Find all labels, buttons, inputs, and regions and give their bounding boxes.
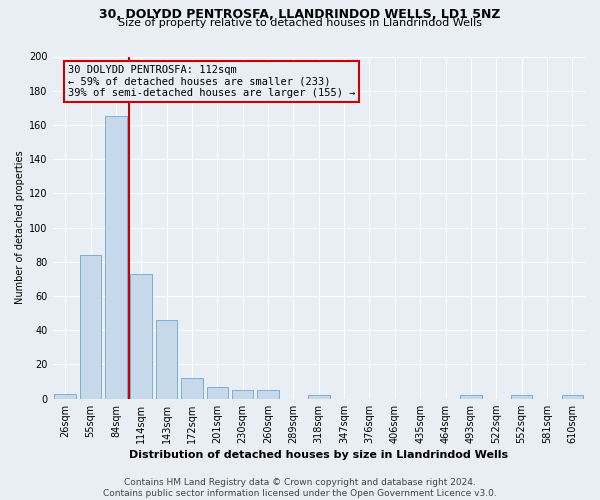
X-axis label: Distribution of detached houses by size in Llandrindod Wells: Distribution of detached houses by size … (129, 450, 508, 460)
Bar (460, 396, 482, 398)
Y-axis label: Number of detached properties: Number of detached properties (15, 151, 25, 304)
Bar (562, 396, 583, 398)
Bar (80, 255, 101, 398)
Bar (511, 396, 532, 398)
Text: Contains HM Land Registry data © Crown copyright and database right 2024.
Contai: Contains HM Land Registry data © Crown c… (103, 478, 497, 498)
Bar (308, 396, 329, 398)
Bar (55, 394, 76, 398)
Text: 30 DOLYDD PENTROSFA: 112sqm
← 59% of detached houses are smaller (233)
39% of se: 30 DOLYDD PENTROSFA: 112sqm ← 59% of det… (68, 65, 355, 98)
Bar (206, 386, 228, 398)
Text: Size of property relative to detached houses in Llandrindod Wells: Size of property relative to detached ho… (118, 18, 482, 28)
Bar (105, 116, 127, 398)
Bar (181, 378, 203, 398)
Bar (130, 274, 152, 398)
Text: 30, DOLYDD PENTROSFA, LLANDRINDOD WELLS, LD1 5NZ: 30, DOLYDD PENTROSFA, LLANDRINDOD WELLS,… (99, 8, 501, 20)
Bar (257, 390, 279, 398)
Bar (156, 320, 178, 398)
Bar (232, 390, 253, 398)
